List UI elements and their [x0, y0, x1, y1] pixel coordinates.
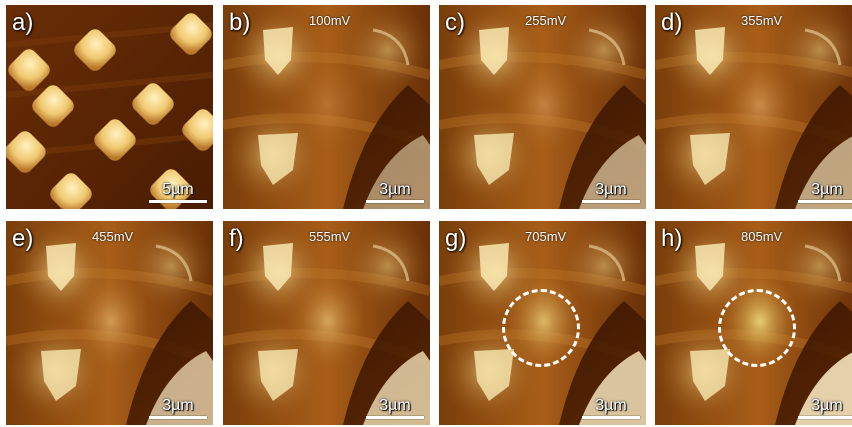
scale-bar: 3µm — [582, 181, 640, 203]
panel-label: d) — [661, 9, 683, 36]
scale-line — [582, 416, 640, 419]
panel-label: g) — [445, 225, 467, 252]
scale-label: 3µm — [379, 181, 411, 198]
scale-label: 3µm — [811, 397, 843, 414]
dI-dV-map-image — [6, 221, 213, 425]
scale-bar: 3µm — [798, 181, 852, 203]
scale-bar: 3µm — [366, 181, 424, 203]
scale-bar: 5µm — [149, 181, 207, 203]
bias-voltage-label: 805mV — [741, 229, 783, 244]
bias-voltage-label: 100mV — [309, 13, 351, 28]
bias-voltage-label: 555mV — [309, 229, 351, 244]
dI-dV-map-image — [439, 5, 646, 209]
panel-label: c) — [445, 9, 465, 36]
scale-label: 3µm — [595, 397, 627, 414]
bias-voltage-label: 455mV — [92, 229, 134, 244]
bias-voltage-label: 705mV — [525, 229, 567, 244]
panel-a: a) 5µm — [6, 5, 213, 209]
bias-voltage-label: 355mV — [741, 13, 783, 28]
topography-image — [6, 5, 213, 209]
scale-bar: 3µm — [366, 397, 424, 419]
panel-c: c) 255mV 3µm — [439, 5, 646, 209]
scale-label: 5µm — [162, 181, 194, 198]
panel-label: f) — [229, 225, 244, 252]
panel-label: e) — [12, 225, 34, 252]
panel-g: g) 705mV 3µm — [439, 221, 646, 425]
scale-line — [798, 200, 852, 203]
bias-voltage-label: 255mV — [525, 13, 567, 28]
scale-bar: 3µm — [149, 397, 207, 419]
dI-dV-map-image — [655, 5, 852, 209]
scale-line — [366, 200, 424, 203]
scale-line — [798, 416, 852, 419]
scale-line — [366, 416, 424, 419]
dI-dV-map-image — [223, 5, 430, 209]
scale-label: 3µm — [162, 397, 194, 414]
panel-label: b) — [229, 9, 251, 36]
scale-label: 3µm — [811, 181, 843, 198]
panel-label: h) — [661, 225, 683, 252]
panel-b: b) 100mV 3µm — [223, 5, 430, 209]
scale-label: 3µm — [379, 397, 411, 414]
scale-line — [149, 416, 207, 419]
scale-label: 3µm — [595, 181, 627, 198]
panel-f: f) 555mV 3µm — [223, 221, 430, 425]
scale-bar: 3µm — [798, 397, 852, 419]
highlight-circle — [502, 289, 580, 367]
dI-dV-map-image — [223, 221, 430, 425]
panel-d: d) 355mV 3µm — [655, 5, 852, 209]
panel-h: h) 805mV 3µm — [655, 221, 852, 425]
scale-line — [149, 200, 207, 203]
scale-bar: 3µm — [582, 397, 640, 419]
panel-label: a) — [12, 9, 34, 36]
scale-line — [582, 200, 640, 203]
panel-e: e) 455mV 3µm — [6, 221, 213, 425]
highlight-circle — [718, 289, 796, 367]
